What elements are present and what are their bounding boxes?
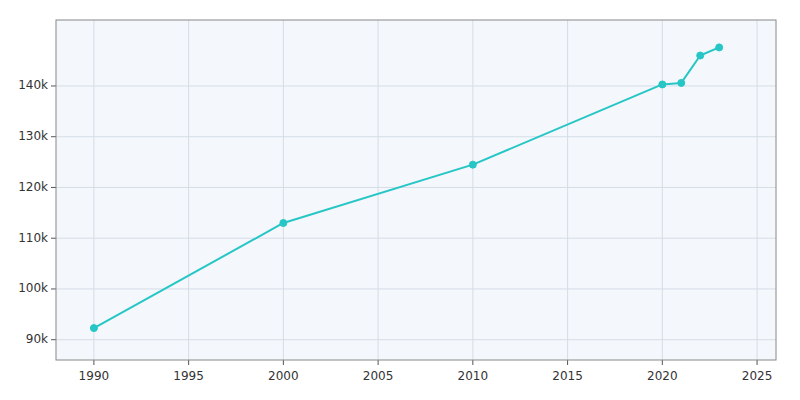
x-grid-line (188, 20, 189, 360)
y-grid-line (56, 238, 776, 239)
y-grid-line (56, 136, 776, 137)
x-tick (188, 360, 189, 365)
y-grid-line (56, 85, 776, 86)
x-grid-line (283, 20, 284, 360)
y-tick (51, 187, 56, 188)
y-tick (51, 339, 56, 340)
x-tick (567, 360, 568, 365)
y-tick (51, 288, 56, 289)
grid (56, 20, 776, 360)
x-tick (93, 360, 94, 365)
y-tick-label: 120k (18, 180, 48, 194)
y-tick (51, 136, 56, 137)
y-grid-line (56, 187, 776, 188)
x-tick-label: 2025 (742, 369, 773, 383)
x-tick (283, 360, 284, 365)
x-tick-label: 2015 (552, 369, 583, 383)
chart: 90k 100k 110k 120k 130k 140k 1990 1995 2000 2005 2… (0, 0, 800, 400)
x-grid-line (567, 20, 568, 360)
x-grid-line (472, 20, 473, 360)
x-grid-line (757, 20, 758, 360)
series (90, 44, 722, 332)
point (469, 161, 476, 168)
y-tick-label: 110k (18, 231, 48, 245)
x-tick (378, 360, 379, 365)
y-tick (51, 85, 56, 86)
x-grid-line (378, 20, 379, 360)
y-tick-label: 100k (18, 281, 48, 295)
point (659, 81, 666, 88)
y-tick (51, 238, 56, 239)
x-tick-label: 2010 (458, 369, 489, 383)
y-tick-label: 90k (26, 332, 48, 346)
plot-frame (56, 20, 776, 360)
y-grid-line (56, 339, 776, 340)
point (90, 325, 97, 332)
point (697, 52, 704, 59)
point (280, 219, 287, 226)
x-tick-label: 1995 (173, 369, 204, 383)
x-grid-line (93, 20, 94, 360)
point (678, 79, 685, 86)
x-grid-line (662, 20, 663, 360)
axes: 90k 100k 110k 120k 130k 140k 1990 1995 2000 2005 2… (18, 78, 772, 383)
y-tick-label: 130k (18, 129, 48, 143)
line (94, 47, 719, 328)
x-tick-label: 2005 (363, 369, 394, 383)
x-tick (662, 360, 663, 365)
x-tick (757, 360, 758, 365)
x-tick-label: 2000 (268, 369, 299, 383)
plot-area (56, 20, 776, 360)
y-tick-label: 140k (18, 78, 48, 92)
point (716, 44, 723, 51)
x-tick (472, 360, 473, 365)
x-tick-label: 2020 (647, 369, 678, 383)
x-tick-label: 1990 (79, 369, 110, 383)
